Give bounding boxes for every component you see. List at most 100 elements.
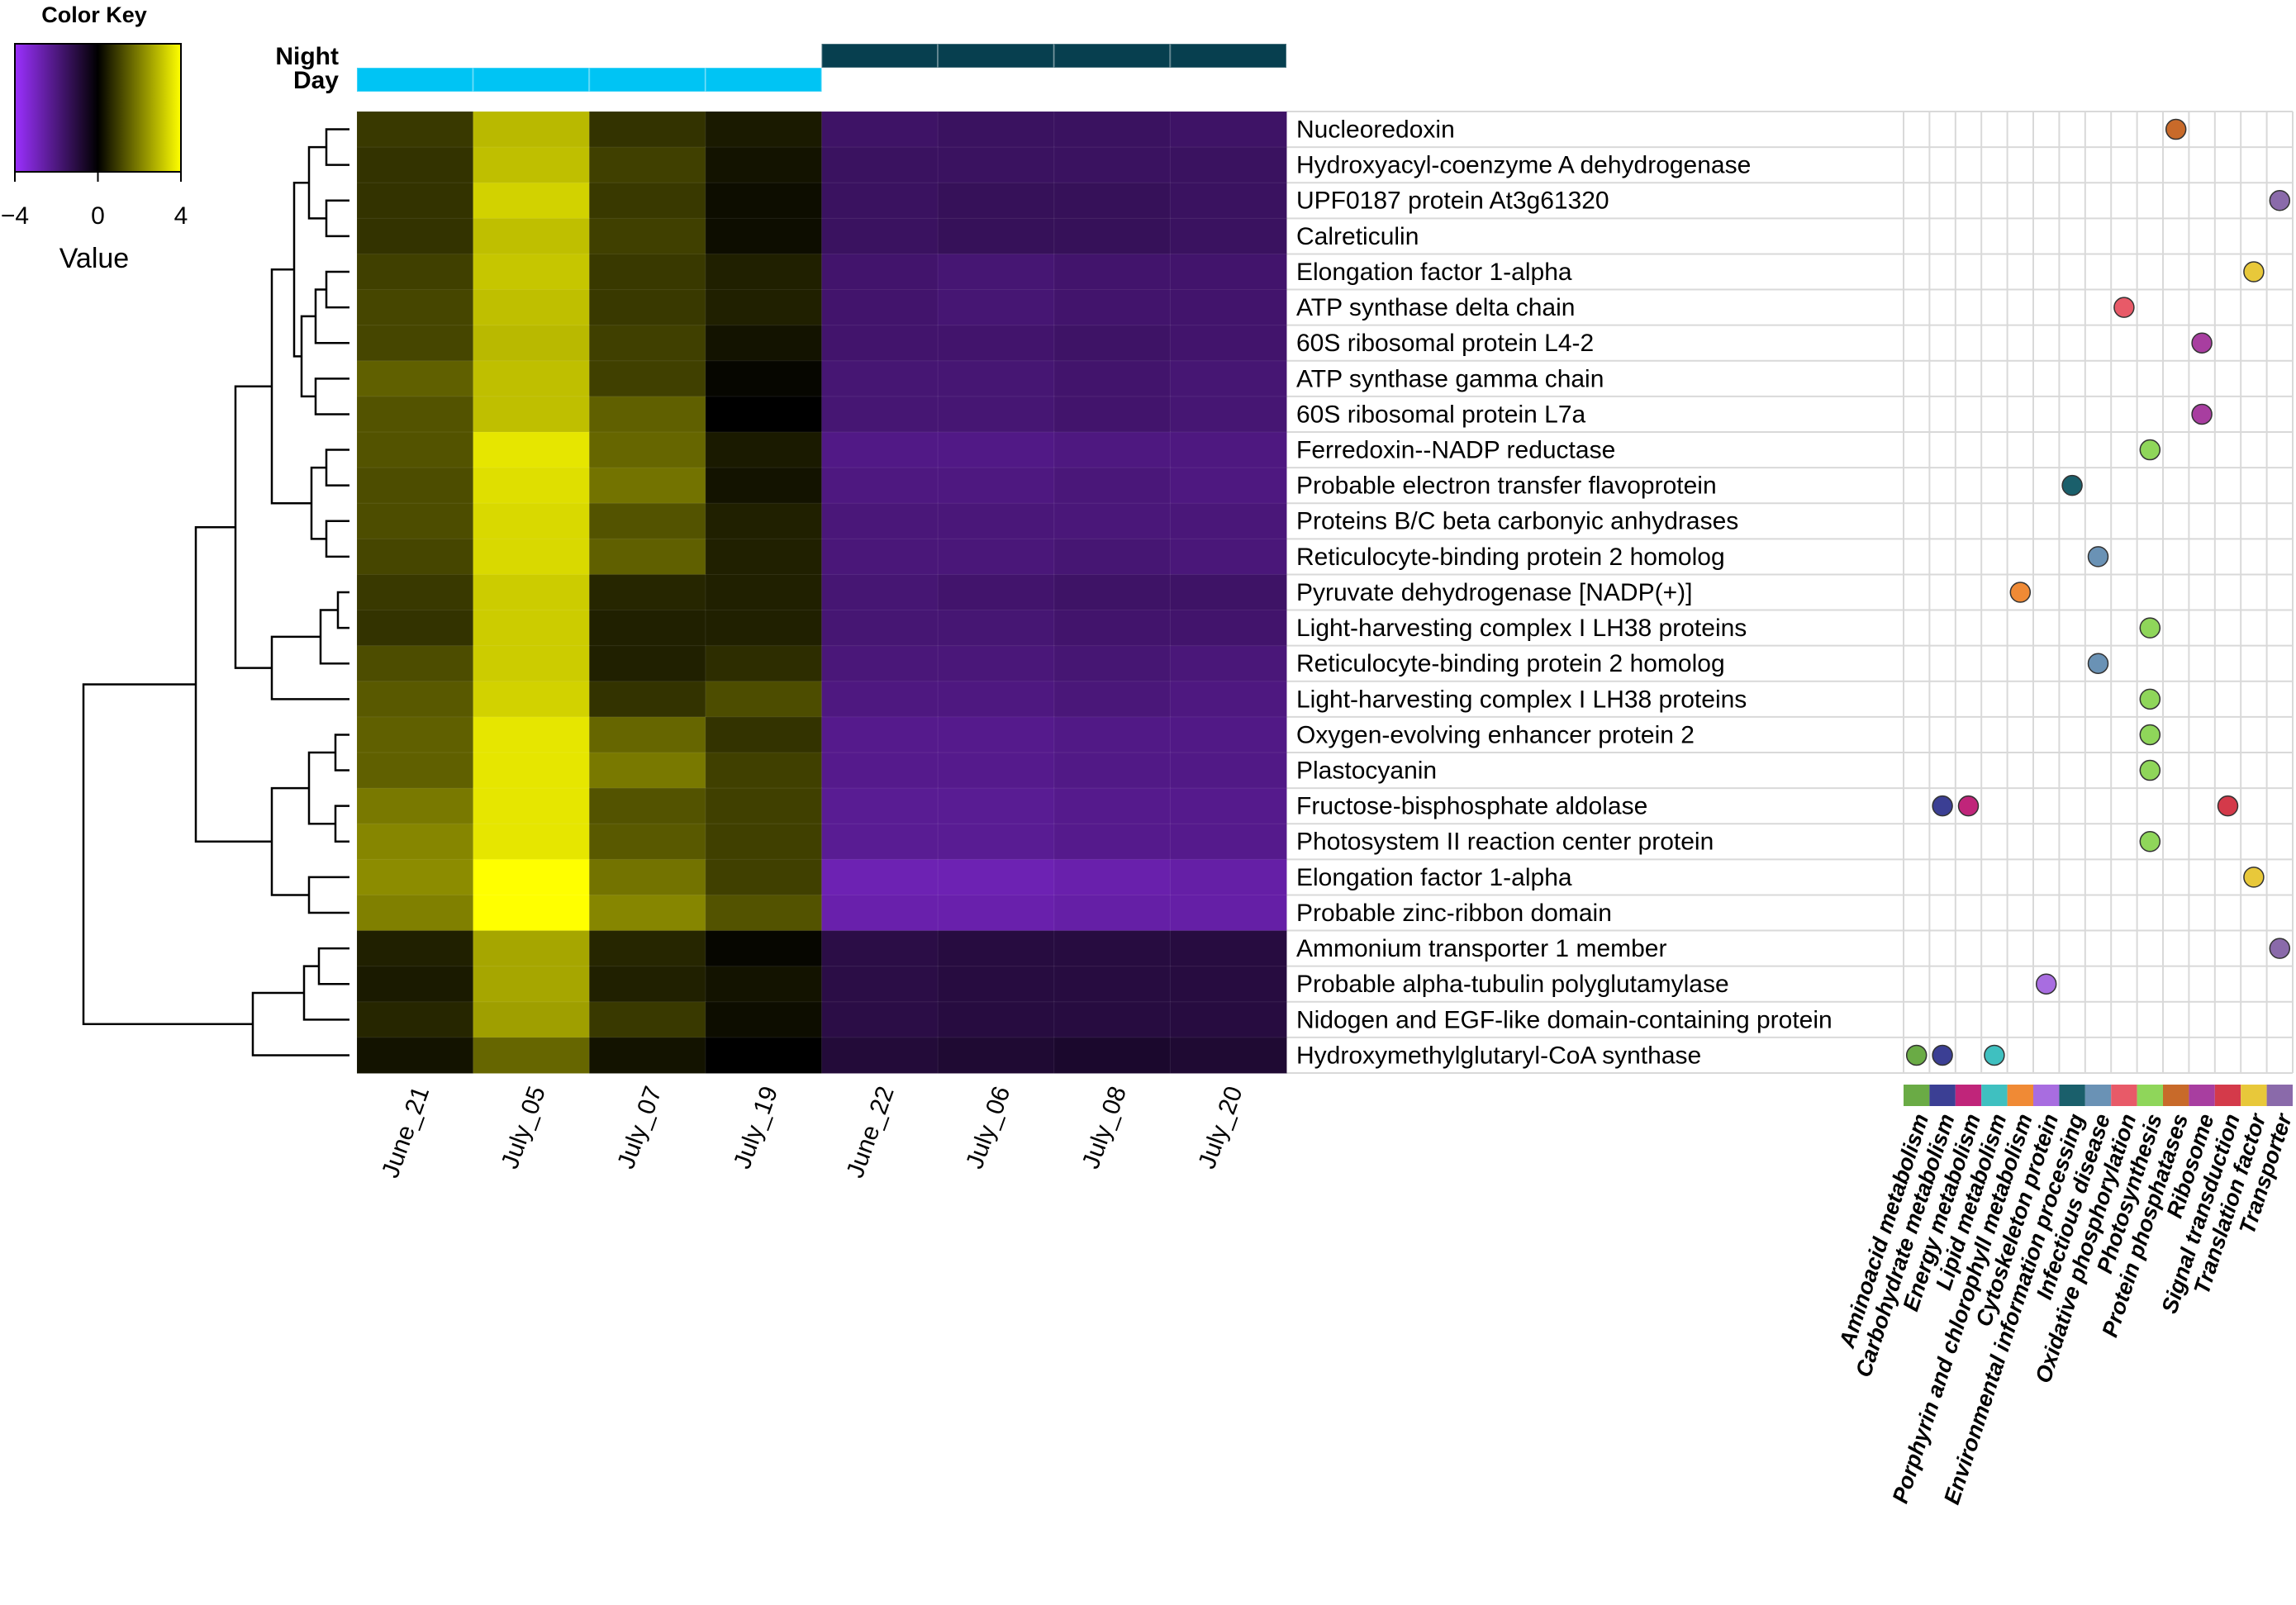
heatmap-cell [473,858,591,896]
function-dot [2243,867,2265,888]
row-label: ATP synthase gamma chain [1296,365,1604,392]
heatmap-cell [473,716,591,754]
function-dot [2217,795,2239,817]
heatmap-cell [1053,360,1172,397]
heatmap-cell [937,645,1055,682]
heatmap-cell [473,752,591,790]
heatmap-cell [356,502,474,540]
heatmap-cell [1053,289,1172,326]
column-label: July_20 [1193,1083,1248,1172]
heatmap-cell [821,431,939,469]
heatmap-cell [821,538,939,576]
heatmap-cell [937,573,1055,611]
column-label: July_05 [497,1083,551,1172]
heatmap-cell [821,787,939,825]
heatmap-cell [356,681,474,718]
heatmap-cell [588,360,706,397]
heatmap-cell [356,787,474,825]
group-label: Night [275,43,339,70]
heatmap-cell [705,752,823,790]
heatmap-cell [1169,716,1287,754]
heatmap-cell [473,610,591,647]
heatmap-cell [1169,573,1287,611]
heatmap-cell [473,182,591,220]
color-key-label: Value [59,243,129,274]
heatmap-cell [473,538,591,576]
function-dot [2087,653,2109,674]
heatmap-cell [937,930,1055,967]
heatmap-cell [937,217,1055,255]
heatmap-cell [1169,289,1287,326]
heatmap-cell [356,573,474,611]
heatmap-cell [1169,467,1287,505]
heatmap-cell [705,681,823,718]
heatmap-cell [937,966,1055,1003]
heatmap-cell [937,253,1055,291]
heatmap-cell [1169,396,1287,433]
heatmap-cell [821,289,939,326]
heatmap-cell [821,253,939,291]
row-label: 60S ribosomal protein L4-2 [1296,330,1594,357]
heatmap-cell [705,787,823,825]
function-color-swatch [2007,1085,2033,1106]
heatmap-cell [937,1001,1055,1038]
heatmap-cell [937,823,1055,861]
heatmap-cell [1053,645,1172,682]
function-color-swatch [1955,1085,1982,1106]
heatmap-cell [356,289,474,326]
heatmap-cell [937,182,1055,220]
dendrogram [82,128,349,1057]
column-label: July_07 [612,1083,667,1172]
heatmap-cell [1053,894,1172,932]
heatmap-cell [937,146,1055,184]
heatmap-cell [937,467,1055,505]
heatmap-cell [1053,858,1172,896]
heatmap-cell [473,396,591,433]
color-key-gradient [14,43,182,173]
heatmap-cell [473,681,591,718]
heatmap-cell [821,396,939,433]
heatmap-cell [588,752,706,790]
function-dot [2113,297,2135,318]
heatmap-cell [937,681,1055,718]
heatmap-cell [473,894,591,932]
color-key-tick-label: 4 [174,202,188,230]
heatmap-cell [705,966,823,1003]
heatmap-cell [937,502,1055,540]
heatmap-cell [1053,538,1172,576]
heatmap-cell [705,467,823,505]
heatmap-cell [1053,681,1172,718]
heatmap-cell [937,752,1055,790]
heatmap-cell [1053,146,1172,184]
heatmap-cell [1053,396,1172,433]
heatmap-cell [821,325,939,362]
column-group-cell [937,43,1055,69]
heatmap-cell [1053,823,1172,861]
heatmap-cell [1169,325,1287,362]
color-key-tick-label: −4 [1,202,29,230]
heatmap-cell [1169,894,1287,932]
row-label: Elongation factor 1-alpha [1296,259,1572,286]
heatmap-cell [821,610,939,647]
heatmap-cell [705,823,823,861]
heatmap-cell [1053,325,1172,362]
function-dot [2269,938,2291,959]
heatmap-cell [705,111,823,149]
function-dot [1984,1044,2005,1066]
heatmap-cell [821,858,939,896]
heatmap-cell [1169,431,1287,469]
heatmap-cell [356,396,474,433]
column-label: June_22 [841,1083,899,1181]
function-color-swatch [2189,1085,2215,1106]
row-label: Hydroxyacyl-coenzyme A dehydrogenase [1296,152,1751,179]
heatmap-cell [1053,752,1172,790]
heatmap-cell [821,360,939,397]
column-label: June_21 [377,1083,435,1181]
heatmap-cell [473,1001,591,1038]
heatmap-cell [821,681,939,718]
color-key-title: Color Key [41,2,147,27]
heatmap-cell [588,966,706,1003]
heatmap-cell [356,217,474,255]
heatmap-cell [473,146,591,184]
